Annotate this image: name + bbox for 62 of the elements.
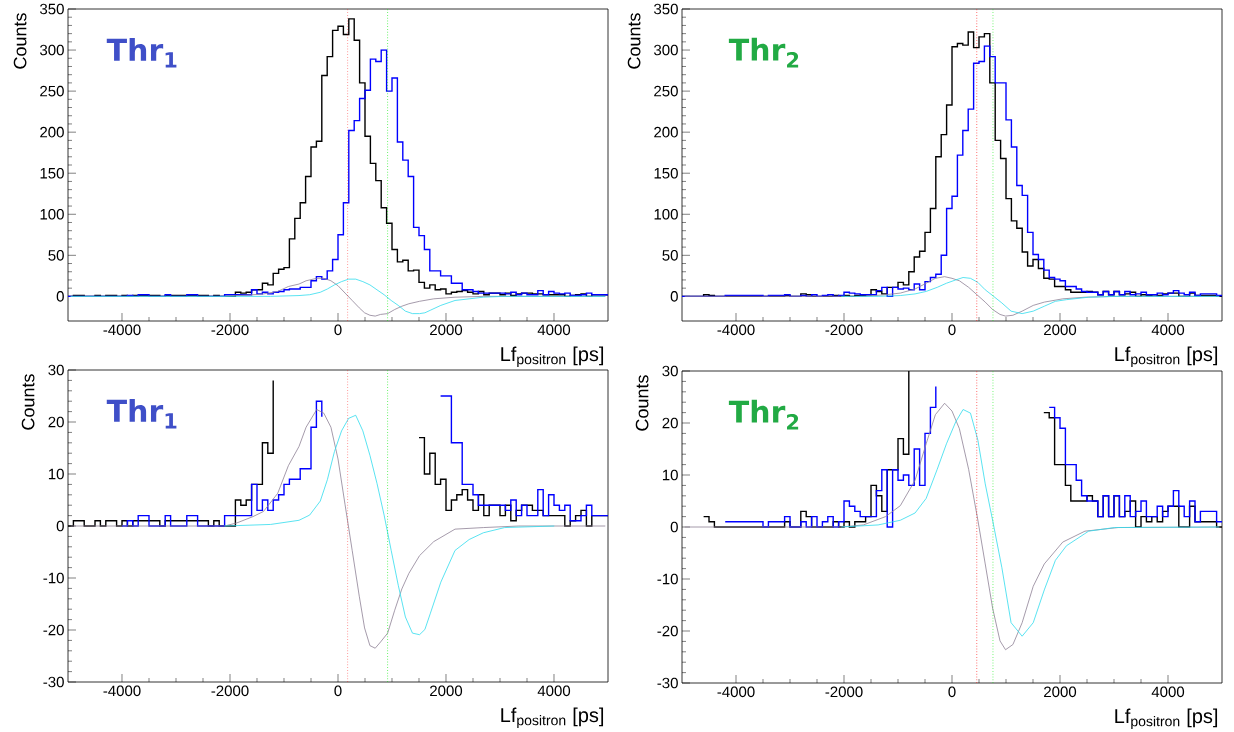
annotation: Thr$_{2}$ <box>728 37 799 68</box>
y-tick-label: 50 <box>48 249 64 261</box>
y-tick-label: 50 <box>662 249 678 261</box>
y-tick-label: 20 <box>48 416 64 428</box>
y-axis-title: Counts <box>627 13 641 69</box>
x-axis-title: Lf$_{positron}$ [ps] <box>1115 346 1218 367</box>
y-tick-label: 30 <box>48 364 64 376</box>
x-tick-label: -2000 <box>211 324 249 335</box>
y-tick-label: -20 <box>43 624 64 636</box>
x-axis-title: Lf$_{positron}$ [ps] <box>1115 708 1218 729</box>
y-tick-label: -30 <box>43 676 64 688</box>
x-tick-label: 4000 <box>1151 324 1185 335</box>
y-tick-label: 30 <box>662 365 678 377</box>
x-tick-label: 2000 <box>1044 324 1077 335</box>
x-tick-label: -4000 <box>103 324 141 335</box>
x-tick-label: 0 <box>334 685 342 696</box>
x-axis-title: Lf$_{positron}$ [ps] <box>501 346 604 367</box>
annotation: Thr$_{2}$ <box>728 399 799 430</box>
x-tick-label: 2000 <box>1044 686 1077 697</box>
y-axis-title: Counts <box>21 374 35 430</box>
y-tick-label: 200 <box>654 126 678 138</box>
y-tick-label: 10 <box>48 468 64 480</box>
y-tick-label: -10 <box>657 573 678 585</box>
x-tick-label: -4000 <box>717 324 755 335</box>
y-tick-label: -30 <box>657 677 678 689</box>
x-tick-label: -2000 <box>825 686 863 697</box>
y-tick-label: 300 <box>654 44 678 56</box>
y-tick-label: 150 <box>40 167 64 179</box>
y-axis-title: Counts <box>13 13 27 69</box>
x-tick-label: -4000 <box>717 686 755 697</box>
y-tick-label: 350 <box>40 3 64 15</box>
x-tick-label: 4000 <box>537 324 571 335</box>
y-tick-label: 250 <box>654 85 678 97</box>
x-tick-label: -4000 <box>103 685 141 696</box>
y-tick-label: 350 <box>654 3 678 15</box>
y-tick-label: 200 <box>40 126 64 138</box>
y-tick-label: 0 <box>56 290 64 302</box>
x-tick-label: 2000 <box>430 685 463 696</box>
y-tick-label: 0 <box>56 520 64 532</box>
annotation: Thr$_{1}$ <box>106 398 177 429</box>
x-tick-label: 0 <box>948 324 956 335</box>
annotation: Thr$_{1}$ <box>106 37 177 68</box>
x-tick-label: 4000 <box>537 685 571 696</box>
y-tick-label: -20 <box>657 625 678 637</box>
y-tick-label: 150 <box>654 167 678 179</box>
y-tick-label: 250 <box>40 85 64 97</box>
y-axis-title: Counts <box>635 375 649 431</box>
x-tick-label: 2000 <box>430 324 463 335</box>
x-tick-label: -2000 <box>825 324 863 335</box>
y-tick-label: 100 <box>40 208 64 220</box>
y-tick-label: 0 <box>670 521 678 533</box>
y-tick-label: 20 <box>662 417 678 429</box>
y-tick-label: 300 <box>40 44 64 56</box>
x-tick-label: -2000 <box>211 685 249 696</box>
x-axis-title: Lf$_{positron}$ [ps] <box>501 707 604 728</box>
y-tick-label: 100 <box>654 208 678 220</box>
y-tick-label: -10 <box>43 572 64 584</box>
y-tick-label: 0 <box>670 290 678 302</box>
y-tick-label: 10 <box>662 469 678 481</box>
x-tick-label: 0 <box>948 686 956 697</box>
x-tick-label: 4000 <box>1151 686 1185 697</box>
x-tick-label: 0 <box>334 324 342 335</box>
